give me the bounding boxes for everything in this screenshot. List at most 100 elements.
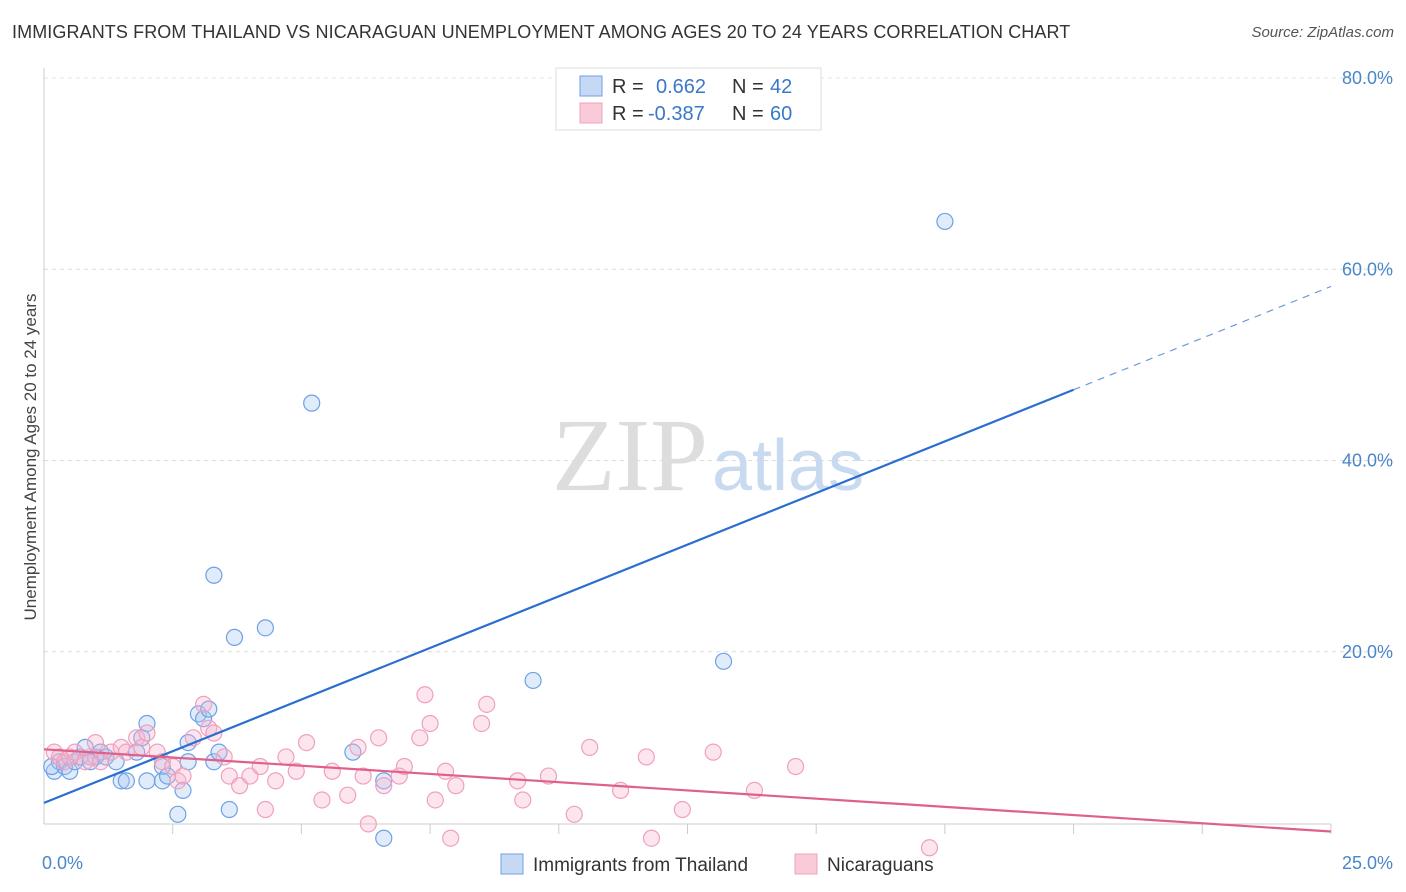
bottom-legend-swatch-thailand	[500, 853, 524, 875]
x-tick-label-min: 0.0%	[42, 853, 83, 873]
nicaraguan-point-46	[421, 714, 439, 733]
x-tick-label-max: 25.0%	[1342, 853, 1393, 873]
nicaraguan-point-11	[117, 743, 135, 761]
nicaraguan-point-54	[514, 791, 532, 809]
thailand-point-26	[200, 700, 218, 718]
nicaraguan-point-55	[539, 767, 558, 785]
gridlines	[44, 77, 1392, 653]
nicaraguan-point-60	[642, 829, 661, 847]
watermark-zip: ZIP	[552, 398, 708, 513]
nicaraguan-point-19	[174, 767, 192, 785]
watermark: ZIP atlas	[552, 398, 864, 513]
bottom-legend-item-thailand[interactable]: Immigrants from Thailand	[500, 853, 748, 876]
y-tick-label-3: 80.0%	[1342, 68, 1393, 88]
bottom-legend-label-nicaraguans: Nicaraguans	[827, 855, 934, 876]
data-points	[43, 212, 954, 857]
nicaraguan-point-52	[478, 695, 496, 713]
thailand-point-35	[375, 772, 393, 790]
nicaraguan-point-12	[128, 729, 146, 747]
legend-n-value-1: 60	[770, 103, 792, 125]
thailand-point-30	[220, 800, 238, 819]
legend-n-label-0: N =	[732, 76, 764, 98]
nicaraguan-point-44	[411, 729, 429, 747]
thailand-trend-extension	[1073, 285, 1332, 391]
nicaraguan-point-29	[256, 800, 274, 819]
thailand-point-38	[714, 652, 733, 670]
thailand-point-23	[179, 753, 197, 771]
nicaraguan-point-48	[436, 762, 455, 780]
thailand-point-20	[169, 805, 187, 823]
legend-r-value-1: -0.387	[648, 103, 705, 125]
nicaraguan-point-31	[277, 748, 295, 766]
y-axis-label: Unemployment Among Ages 20 to 24 years	[21, 294, 40, 621]
legend-r-label-1: R =	[612, 103, 644, 125]
thailand-point-12	[117, 772, 135, 790]
nicaraguan-point-3	[61, 748, 79, 766]
nicaraguan-point-28	[251, 757, 269, 776]
nicaraguan-point-34	[313, 791, 331, 809]
thailand-point-27	[205, 566, 223, 584]
nicaraguan-point-64	[787, 757, 805, 776]
legend-box[interactable]: R = 0.662 N = 42 R = -0.387 N = 60	[555, 67, 822, 131]
nicaraguan-point-33	[297, 733, 316, 752]
thailand-point-34	[344, 743, 362, 761]
legend-r-value-0: 0.662	[656, 76, 706, 98]
nicaraguan-point-49	[442, 829, 460, 847]
nicaraguan-point-47	[426, 791, 444, 809]
nicaraguan-point-59	[637, 748, 655, 766]
watermark-atlas: atlas	[712, 426, 864, 506]
thailand-point-33	[303, 394, 321, 412]
legend-n-label-1: N =	[732, 103, 764, 125]
nicaraguan-trend-line	[43, 748, 1332, 833]
y-tick-label-0: 20.0%	[1342, 642, 1393, 662]
nicaraguan-point-14	[138, 724, 156, 742]
nicaraguan-point-45	[416, 686, 434, 704]
thailand-point-32	[256, 619, 274, 637]
nicaraguan-point-56	[565, 805, 583, 823]
legend-n-value-0: 42	[770, 76, 792, 98]
thailand-point-36	[375, 829, 393, 847]
nicaraguan-point-62	[704, 743, 722, 761]
y-tick-label-1: 40.0%	[1342, 451, 1393, 471]
legend-swatch-thailand	[579, 75, 603, 97]
legend-r-label-0: R =	[612, 76, 644, 98]
thailand-point-3	[61, 762, 79, 780]
thailand-point-16	[138, 772, 156, 790]
nicaraguan-point-13	[133, 738, 151, 756]
nicaraguan-point-61	[673, 800, 691, 819]
nicaraguan-point-37	[349, 738, 367, 756]
nicaraguan-point-40	[370, 729, 388, 747]
nicaraguan-point-51	[472, 714, 491, 733]
thailand-point-15	[138, 714, 156, 733]
nicaraguan-point-39	[359, 815, 377, 833]
x-ticks	[172, 824, 1332, 834]
nicaraguan-point-43	[395, 757, 413, 776]
nicaraguan-point-18	[169, 772, 187, 790]
y-tick-label-2: 60.0%	[1342, 259, 1393, 279]
chart-source: Source: ZipAtlas.com	[1251, 24, 1394, 41]
legend-swatch-nicaraguans	[579, 102, 603, 124]
nicaraguan-point-35	[323, 762, 341, 780]
bottom-legend-swatch-nicaraguans	[794, 853, 818, 875]
nicaraguan-point-24	[215, 748, 233, 766]
thailand-trend-line	[43, 388, 1075, 804]
chart-title: IMMIGRANTS FROM THAILAND VS NICARAGUAN U…	[12, 22, 1071, 42]
nicaraguan-point-38	[354, 767, 372, 785]
thailand-point-2	[55, 757, 74, 776]
nicaraguan-point-57	[581, 738, 599, 756]
nicaraguan-point-30	[267, 772, 285, 790]
thailand-point-37	[524, 671, 542, 690]
thailand-point-25	[194, 710, 213, 728]
nicaraguan-point-50	[447, 777, 465, 795]
nicaraguan-point-10	[112, 738, 130, 756]
nicaraguan-point-7	[86, 733, 105, 752]
nicaraguan-point-32	[287, 762, 305, 780]
thailand-point-21	[174, 781, 192, 800]
bottom-legend-item-nicaraguans[interactable]: Nicaraguans	[794, 853, 934, 876]
thailand-point-24	[189, 705, 208, 723]
thailand-point-39	[936, 212, 954, 231]
nicaraguan-point-65	[920, 839, 939, 857]
trend-lines	[43, 285, 1332, 833]
bottom-legend-label-thailand: Immigrants from Thailand	[533, 855, 748, 876]
